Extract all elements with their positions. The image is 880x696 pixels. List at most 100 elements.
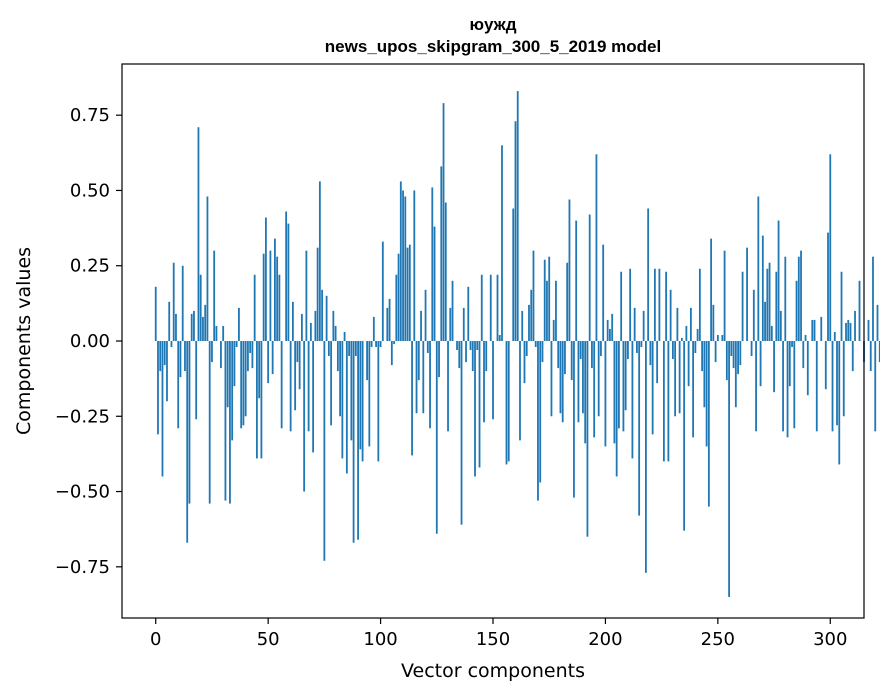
bar-263 [746,247,748,341]
bars-group [154,91,880,597]
bar-132 [451,280,454,341]
bar-211 [629,268,632,341]
bar-321 [876,304,879,341]
bar-219 [647,208,650,341]
bar-20 [199,274,202,341]
bar-215 [638,341,641,516]
bar-67 [305,250,308,341]
bar-250 [716,334,719,341]
bar-29 [220,341,222,369]
bar-61 [291,301,294,341]
bar-292 [811,319,814,341]
bar-10 [177,341,180,429]
bar-49 [265,217,267,341]
bar-125 [435,341,438,534]
bar-216 [640,341,643,348]
bar-81 [336,341,339,372]
bar-38 [240,341,243,429]
y-tick-label-4: 0.25 [70,256,110,277]
bar-69 [309,322,312,341]
bar-25 [211,341,213,363]
bar-214 [636,341,638,354]
bar-14 [186,341,189,543]
bar-112 [406,247,409,341]
bar-243 [701,341,704,372]
bar-230 [671,341,674,360]
bar-161 [516,91,519,341]
bar-166 [528,304,530,341]
bar-96 [370,341,373,348]
bar-252 [721,334,724,341]
bar-176 [550,341,553,417]
bar-247 [710,238,712,341]
bar-235 [683,341,686,531]
bar-120 [424,289,427,341]
bar-174 [546,280,548,341]
bar-172 [541,341,544,363]
y-tick-label-2: −0.25 [55,406,110,427]
bar-190 [582,341,584,414]
bar-319 [872,256,874,341]
bar-249 [714,341,717,363]
bar-65 [300,313,303,341]
bar-87 [350,341,353,441]
bar-180 [559,341,562,414]
bar-2 [159,341,162,372]
bar-226 [662,341,665,462]
bar-59 [287,223,290,341]
bar-272 [766,268,769,341]
bar-233 [678,341,681,414]
bar-171 [539,341,542,483]
bar-185 [570,341,573,381]
bar-224 [658,268,661,341]
bar-257 [732,341,735,369]
bar-98 [375,341,377,348]
x-axis-label: Vector components [401,660,585,682]
chart-title-line-1: юужд [469,15,516,34]
bar-281 [786,341,789,438]
bar-119 [422,341,425,414]
bar-94 [366,341,368,381]
bar-13 [184,341,186,372]
bar-114 [411,341,413,456]
x-axis-ticks: 0 50 100 150 200 250 300 [150,618,847,650]
bar-255 [728,341,730,597]
bar-290 [806,341,809,396]
bar-265 [750,341,753,357]
bar-46 [258,341,261,399]
bar-127 [440,166,443,341]
bar-195 [593,341,596,438]
bar-318 [869,341,872,372]
bar-85 [345,341,348,474]
bar-197 [597,341,600,417]
bar-156 [505,341,508,465]
bar-220 [649,341,652,366]
bar-1 [157,341,159,435]
bar-305 [840,271,843,341]
bar-34 [231,341,234,441]
bar-286 [797,256,800,341]
bar-44 [253,274,256,341]
bar-271 [764,301,766,341]
bar-82 [339,341,341,417]
bar-5 [166,341,168,402]
bar-140 [469,341,472,351]
bar-12 [181,265,184,341]
x-tick-label-2: 100 [363,629,397,650]
bar-169 [534,341,537,348]
bar-194 [591,341,593,369]
bar-15 [188,341,191,504]
bar-24 [208,341,211,504]
bar-55 [278,274,281,341]
x-tick-label-3: 150 [476,629,510,650]
bar-157 [507,341,510,462]
y-axis-label: Components values [13,247,35,435]
bar-182 [564,341,566,375]
bar-7 [170,341,173,348]
bar-258 [734,341,737,408]
bar-299 [827,232,829,341]
bar-283 [791,341,793,348]
bar-48 [262,253,265,341]
bar-68 [307,341,310,432]
bar-131 [449,307,452,341]
